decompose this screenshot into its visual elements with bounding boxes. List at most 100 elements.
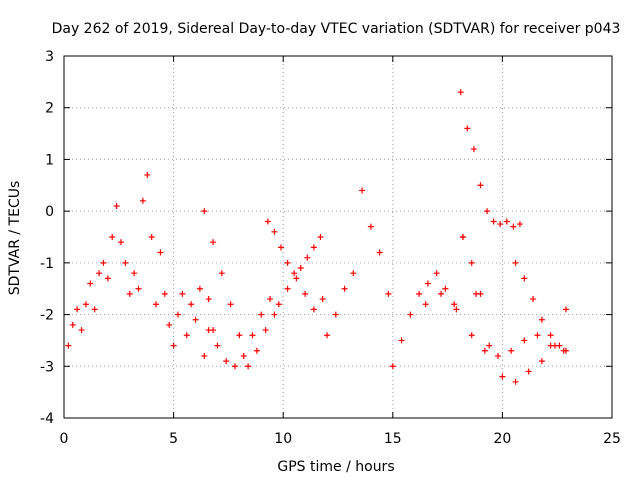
data-point bbox=[495, 352, 502, 359]
axis-layer: 0 5 10 15 20 25 -4 -3 -2 -1 0 1 2 3 bbox=[40, 49, 621, 447]
data-point bbox=[538, 316, 545, 323]
data-point bbox=[291, 270, 298, 277]
data-point bbox=[534, 332, 541, 339]
data-point bbox=[470, 146, 477, 153]
data-point bbox=[157, 249, 164, 256]
grid-layer bbox=[64, 56, 612, 418]
data-point bbox=[367, 223, 374, 230]
data-point bbox=[245, 363, 252, 370]
series-track-h bbox=[389, 234, 484, 370]
data-point bbox=[236, 332, 243, 339]
data-point bbox=[91, 306, 98, 313]
series-track-i bbox=[457, 89, 523, 230]
data-point bbox=[442, 285, 449, 292]
data-point bbox=[249, 332, 256, 339]
data-point bbox=[192, 316, 199, 323]
data-point bbox=[457, 89, 464, 96]
data-point bbox=[135, 285, 142, 292]
plot-border bbox=[63, 55, 613, 419]
data-point bbox=[96, 270, 103, 277]
data-point bbox=[497, 221, 504, 228]
data-point bbox=[376, 249, 383, 256]
data-point bbox=[562, 347, 569, 354]
data-point bbox=[324, 332, 331, 339]
data-point bbox=[304, 254, 311, 261]
data-point bbox=[473, 290, 480, 297]
data-point bbox=[547, 342, 554, 349]
data-point bbox=[317, 234, 324, 240]
data-point bbox=[179, 290, 186, 297]
data-point bbox=[258, 311, 265, 318]
data-point bbox=[131, 270, 138, 277]
data-point bbox=[227, 301, 234, 308]
data-point bbox=[556, 342, 563, 349]
data-point bbox=[530, 296, 537, 303]
data-point bbox=[174, 311, 181, 318]
data-point bbox=[424, 280, 431, 287]
data-point bbox=[117, 239, 124, 246]
data-point bbox=[74, 306, 81, 313]
data-point bbox=[297, 265, 304, 272]
data-point bbox=[205, 296, 212, 303]
data-point bbox=[293, 275, 300, 282]
data-point bbox=[201, 208, 208, 215]
data-point bbox=[332, 311, 339, 318]
y-tick-label: -2 bbox=[40, 308, 54, 324]
data-point bbox=[275, 301, 282, 308]
data-point bbox=[144, 171, 151, 178]
data-point bbox=[562, 306, 569, 313]
data-point bbox=[350, 270, 357, 277]
data-point bbox=[503, 218, 510, 225]
data-point bbox=[481, 347, 488, 354]
data-point bbox=[490, 218, 497, 225]
data-point bbox=[109, 234, 116, 240]
data-point bbox=[166, 321, 173, 328]
data-point bbox=[512, 259, 519, 266]
data-point bbox=[319, 296, 326, 303]
data-point bbox=[310, 306, 317, 313]
x-tick-label: 10 bbox=[274, 431, 292, 447]
data-point bbox=[341, 285, 348, 292]
data-point bbox=[438, 290, 445, 297]
data-point bbox=[231, 363, 238, 370]
data-point bbox=[538, 358, 545, 365]
series-track-l bbox=[512, 259, 569, 354]
data-point bbox=[267, 296, 274, 303]
data-point bbox=[148, 234, 155, 240]
series-track-d bbox=[201, 208, 278, 370]
data-point bbox=[516, 221, 523, 228]
data-point bbox=[214, 342, 221, 349]
data-point bbox=[302, 290, 309, 297]
data-point bbox=[122, 259, 129, 266]
data-point bbox=[262, 327, 269, 334]
data-point bbox=[253, 347, 260, 354]
data-point bbox=[223, 358, 230, 365]
y-tick-label: 1 bbox=[45, 152, 54, 168]
data-point bbox=[508, 347, 515, 354]
data-point bbox=[459, 234, 466, 240]
data-point bbox=[359, 187, 366, 194]
data-point bbox=[407, 311, 414, 318]
x-tick-label: 25 bbox=[603, 431, 621, 447]
data-point bbox=[161, 290, 168, 297]
series-track-e bbox=[205, 275, 326, 370]
y-tick-label: 3 bbox=[45, 49, 54, 65]
x-axis-label: GPS time / hours bbox=[277, 459, 394, 475]
data-point bbox=[310, 244, 317, 251]
y-tick-label: 2 bbox=[45, 101, 54, 117]
data-point bbox=[87, 280, 94, 287]
data-point bbox=[153, 301, 160, 308]
data-point bbox=[113, 202, 120, 209]
data-point bbox=[126, 290, 133, 297]
data-point bbox=[271, 311, 278, 318]
data-point bbox=[78, 327, 85, 334]
data-point bbox=[278, 244, 285, 251]
y-tick-label: 0 bbox=[45, 204, 54, 220]
mark-layer bbox=[65, 89, 569, 385]
data-point bbox=[525, 368, 532, 375]
y-axis-label: SDTVAR / TECUs bbox=[7, 181, 23, 296]
series-track-f bbox=[264, 218, 324, 277]
y-tick-label: -4 bbox=[40, 411, 54, 427]
data-point bbox=[499, 373, 506, 380]
